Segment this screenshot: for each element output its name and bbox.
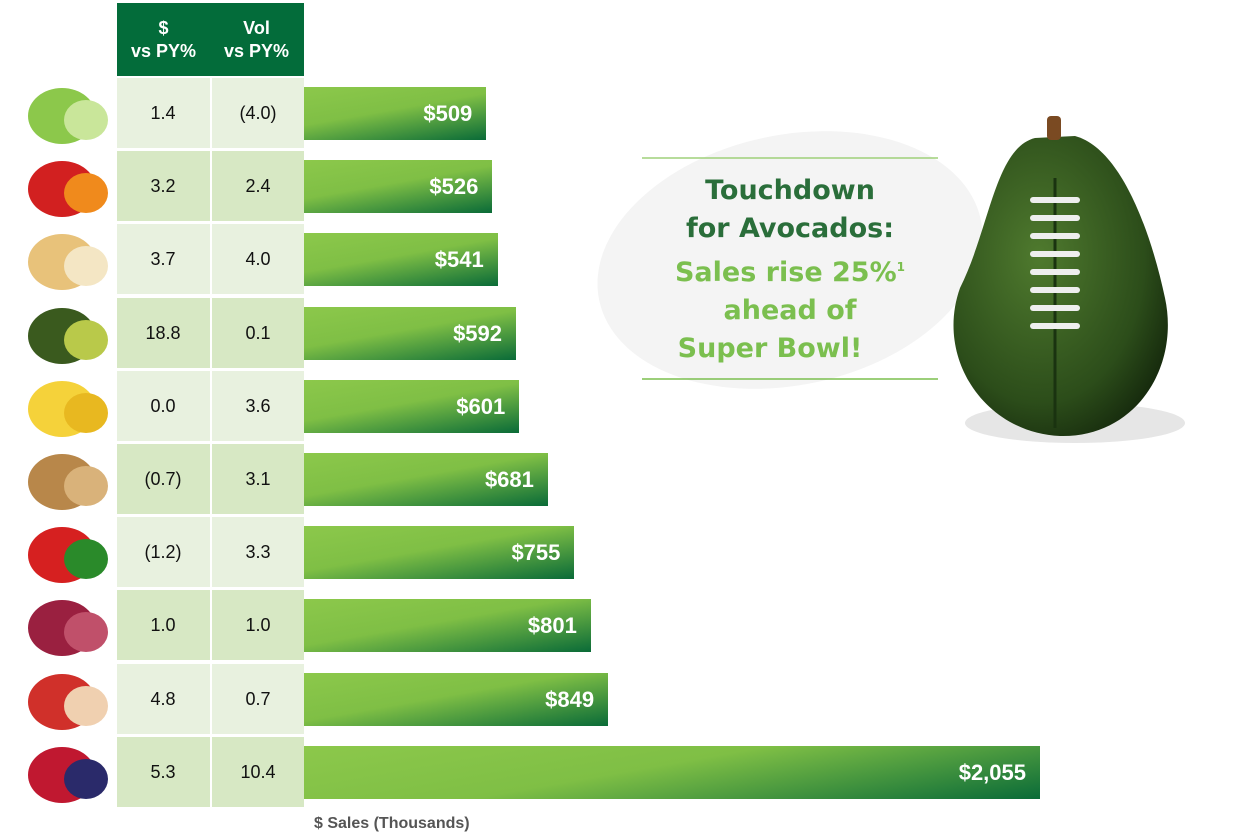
table-header: $ vs PY% Vol vs PY% [117, 3, 304, 76]
dollar-vs-py-cell: 4.8 [150, 688, 176, 709]
table-row: 3.7 4.0 [117, 224, 304, 295]
bar-avocados: $592 [304, 306, 517, 360]
bar-value-label: $755 [511, 540, 561, 566]
table-row: 5.3 10.4 [117, 736, 304, 807]
grapes-icon [20, 590, 120, 660]
callout-bubble [597, 131, 983, 389]
berries-icon [20, 737, 120, 807]
callout-line5: Super Bowl! [677, 333, 863, 364]
bar-berries: $2,055 [304, 745, 1040, 799]
table-row: 1.0 1.0 [117, 590, 304, 661]
vol-vs-py-cell: 3.3 [210, 517, 304, 588]
vol-vs-py-cell: 0.1 [210, 297, 304, 368]
bar-tomatoes: $755 [304, 526, 575, 580]
dollar-vs-py-cell: 3.7 [150, 249, 176, 270]
table-row: 3.2 2.4 [117, 151, 304, 222]
lettuce-icon [20, 78, 120, 148]
bar-value-label: $801 [527, 613, 577, 639]
dollar-vs-py-cell: 0.0 [150, 395, 176, 416]
vol-vs-py-cell: 3.1 [210, 444, 304, 514]
vol-vs-py-cell: 1.0 [210, 590, 304, 661]
bar-potatoes: $681 [304, 453, 548, 506]
footnote-mark: 1 [896, 260, 906, 274]
bar-onions: $541 [304, 233, 498, 287]
table-row: 4.8 0.7 [117, 663, 304, 734]
bar-value-label: $681 [484, 467, 534, 492]
tomatoes-icon [20, 517, 120, 587]
vol-vs-py-cell: 4.0 [210, 224, 304, 295]
callout-line1: Touchdown [705, 175, 875, 206]
avocado-football-icon [953, 116, 1185, 443]
vol-vs-py-cell: 0.7 [210, 663, 304, 734]
dollar-vs-py-cell: (0.7) [144, 469, 182, 489]
table-row: (1.2) 3.3 [117, 517, 304, 588]
bar-bananas: $601 [304, 379, 520, 433]
avocados-icon [20, 298, 120, 368]
bar-lettuce: $509 [304, 87, 487, 140]
potatoes-icon [20, 444, 120, 514]
bar-value-label: $849 [545, 686, 595, 712]
bar-grapes: $801 [304, 599, 591, 653]
dollar-vs-py-cell: 3.2 [150, 176, 176, 197]
bar-value-label: $541 [434, 247, 484, 273]
onions-icon [20, 224, 120, 294]
callout-line4: ahead of [723, 295, 857, 326]
dollar-vs-py-cell: 18.8 [145, 322, 181, 343]
bar-peppers: $526 [304, 160, 493, 214]
vol-vs-py-cell: 3.6 [210, 370, 304, 441]
vol-vs-py-cell: 2.4 [210, 151, 304, 222]
bananas-icon [20, 371, 120, 441]
bar-value-label: $526 [429, 174, 479, 200]
bar-value-label: $601 [456, 393, 506, 419]
header-dollar-vs-py: $ vs PY% [130, 18, 197, 61]
bar-value-label: $592 [453, 320, 503, 346]
vol-vs-py-cell: (4.0) [210, 78, 304, 148]
bar-value-label: $509 [423, 101, 473, 126]
dollar-vs-py-cell: 5.3 [150, 761, 176, 782]
peppers-icon [20, 151, 120, 221]
table-row: 0.0 3.6 [117, 370, 304, 441]
bar-apples: $849 [304, 672, 609, 726]
table-row: (0.7) 3.1 [117, 444, 304, 514]
callout-text: Touchdown for Avocados: Sales rise 25%1 … [642, 157, 938, 368]
callout-line3: Sales rise 25% [674, 257, 897, 288]
bar-value-label: $2,055 [958, 759, 1026, 785]
apples-icon [20, 664, 120, 734]
dollar-vs-py-cell: 1.0 [150, 615, 176, 636]
callout-line2: for Avocados: [685, 213, 895, 244]
header-vol-vs-py: Vol vs PY% [223, 18, 290, 61]
table-row: 1.4 (4.0) [117, 78, 304, 148]
vol-vs-py-cell: 10.4 [210, 736, 304, 807]
dollar-vs-py-cell: (1.2) [144, 542, 182, 563]
x-axis-label: $ Sales (Thousands) [314, 815, 470, 832]
table-row: 18.8 0.1 [117, 297, 304, 368]
dollar-vs-py-cell: 1.4 [150, 103, 176, 123]
